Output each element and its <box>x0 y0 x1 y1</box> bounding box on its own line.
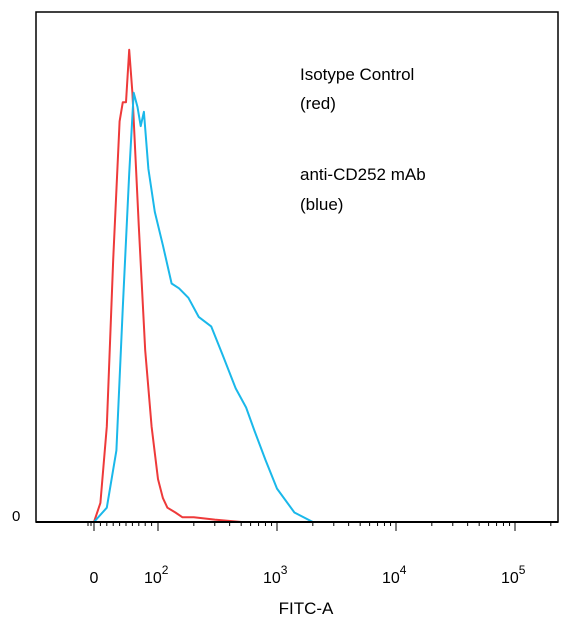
x-axis-title: FITC-A <box>279 599 334 618</box>
x-tick-label-4: 105 <box>501 563 526 587</box>
x-tick-label-0: 0 <box>90 570 99 587</box>
x-tick-label-base: 10 <box>263 570 281 587</box>
x-tick-label-exponent: 5 <box>519 563 526 577</box>
legend: Isotype Control (red) anti-CD252 mAb (bl… <box>300 65 426 214</box>
x-tick-label-base: 10 <box>144 570 162 587</box>
x-tick-label-base: 10 <box>382 570 400 587</box>
series-layer <box>93 48 314 523</box>
legend-line-isotype-control: Isotype Control <box>300 65 414 84</box>
x-tick-label-base: 10 <box>501 570 519 587</box>
x-tick-label-exponent: 4 <box>400 563 407 577</box>
series-line-anti-cd252-mab <box>93 91 314 523</box>
x-tick-label-exponent: 3 <box>281 563 288 577</box>
legend-line-anti-cd252: anti-CD252 mAb <box>300 165 426 184</box>
legend-line-red: (red) <box>300 94 336 113</box>
x-axis-tick-labels: 0 102 103 104 105 <box>90 563 526 587</box>
x-axis-ticks <box>87 522 552 531</box>
x-tick-label-3: 104 <box>382 563 407 587</box>
plot-frame <box>35 11 559 523</box>
x-tick-label-2: 103 <box>263 563 288 587</box>
legend-line-blue: (blue) <box>300 195 343 214</box>
y-tick-label-0: 0 <box>12 508 20 525</box>
series-line-isotype-control <box>93 48 242 523</box>
x-tick-label-exponent: 2 <box>162 563 169 577</box>
x-tick-label-1: 102 <box>144 563 169 587</box>
x-tick-label-base: 0 <box>90 570 99 587</box>
